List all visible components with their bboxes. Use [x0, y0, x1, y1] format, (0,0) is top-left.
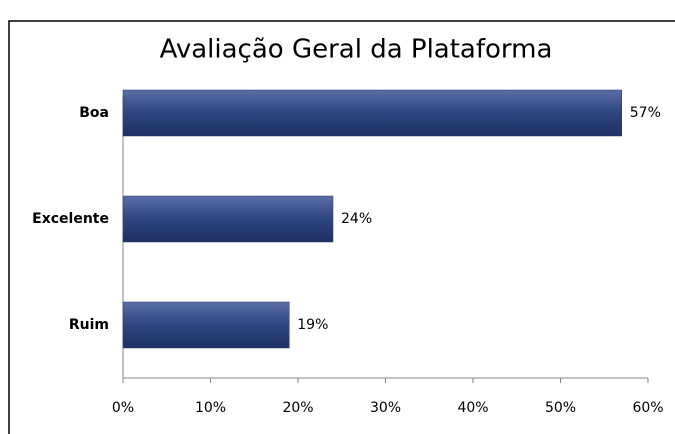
data-label: 24%	[341, 211, 372, 227]
data-label: 19%	[297, 317, 328, 333]
y-tick-label: Boa	[79, 105, 109, 121]
x-tick-label: 20%	[282, 400, 313, 416]
x-tick-label: 30%	[370, 400, 401, 416]
y-tick-label: Excelente	[32, 211, 109, 227]
chart-title: Avaliação Geral da Plataforma	[160, 35, 553, 65]
data-label: 57%	[630, 105, 661, 121]
x-tick-label: 0%	[112, 400, 134, 416]
x-tick-label: 60%	[632, 400, 663, 416]
chart-frame	[8, 20, 675, 434]
bar	[122, 195, 334, 243]
x-tick-label: 40%	[457, 400, 488, 416]
x-tick-label: 10%	[195, 400, 226, 416]
y-tick-label: Ruim	[69, 317, 109, 333]
bar	[122, 301, 290, 349]
x-tick-label: 50%	[545, 400, 576, 416]
bar	[122, 89, 622, 137]
